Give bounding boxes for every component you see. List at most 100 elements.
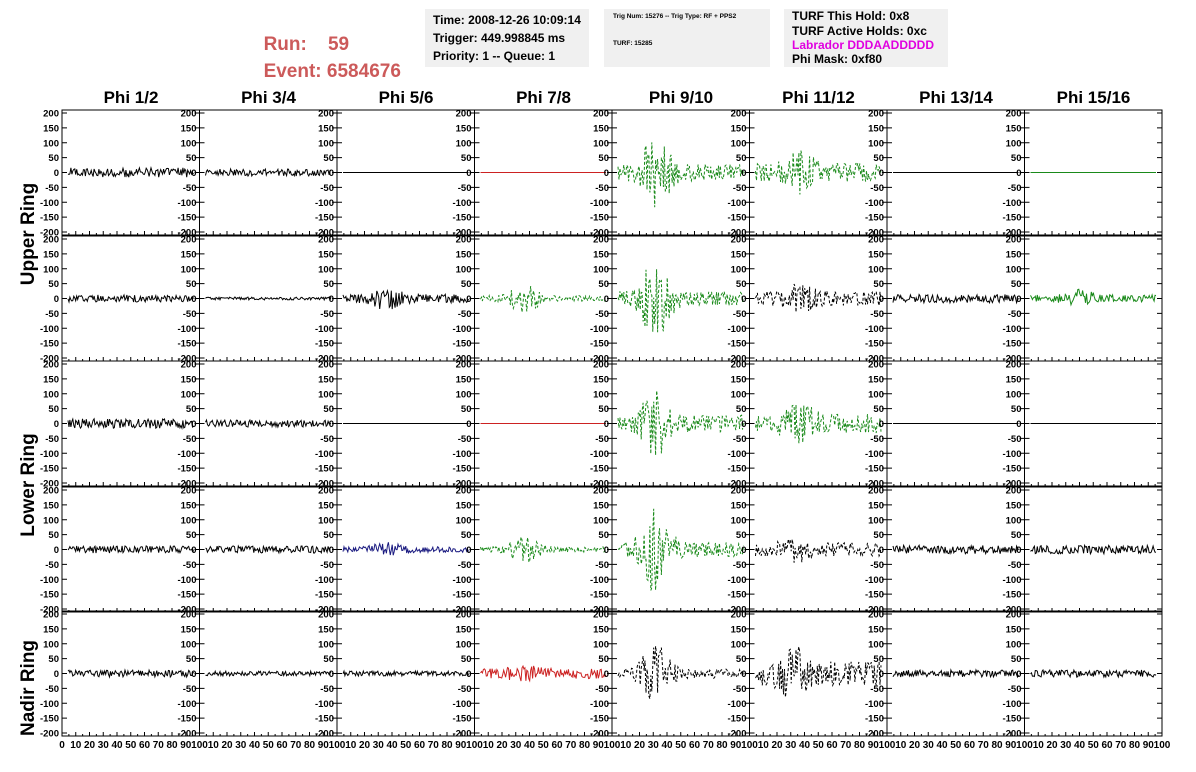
y-tick-label: 100 [318, 389, 334, 400]
waveform-trace [67, 417, 194, 430]
panel-r2-c8: -200 -150 -100 -50 0 50 100 150 200 [1002, 235, 1163, 365]
panel-r2-c5: -200 -150 -100 -50 0 50 100 150 200 [590, 235, 750, 365]
y-tick-label: -200 [315, 605, 334, 616]
y-tick-label: 200 [318, 486, 334, 497]
y-tick-label: -150 [40, 464, 59, 475]
y-tick-label: -200 [315, 228, 334, 239]
column-title-1: Phi 1/2 [103, 88, 159, 107]
y-tick-label: -150 [590, 714, 609, 725]
x-tick-label: 70 [840, 740, 852, 751]
y-tick-label: -200 [865, 228, 884, 239]
x-tick-label: 90 [455, 740, 467, 751]
column-title-5: Phi 9/10 [648, 88, 714, 107]
trigger-info-box: Trig Num: 15276 -- Trig Type: RF + PPS2 … [604, 9, 770, 67]
waveform-trace [617, 142, 744, 208]
x-tick-label: 90 [180, 740, 192, 751]
y-tick-label: -200 [727, 479, 746, 490]
y-tick-label: -200 [452, 354, 471, 365]
y-tick-label: 50 [323, 404, 334, 415]
y-tick-label: 100 [731, 264, 747, 275]
y-tick-label: 100 [43, 515, 59, 526]
y-tick-label: 50 [736, 530, 747, 541]
y-tick-label: 150 [456, 374, 472, 385]
y-tick-label: -200 [452, 605, 471, 616]
y-tick-label: 200 [1006, 486, 1022, 497]
y-tick-label: -50 [870, 560, 884, 571]
y-tick-label: 0 [329, 419, 334, 430]
y-tick-label: 150 [456, 500, 472, 511]
y-tick-label: -200 [177, 228, 196, 239]
panel-r2-c7: -200 -150 -100 -50 0 50 100 150 200 [865, 235, 1025, 365]
x-tick-label: 60 [1101, 740, 1113, 751]
waveform-trace [755, 404, 882, 444]
panel-r5-c5: -200 -150 -100 -50 0 50 100 150 200 [590, 610, 750, 740]
y-tick-label: -50 [595, 309, 609, 320]
x-tick-label: 40 [661, 740, 673, 751]
waveform-trace [480, 536, 607, 564]
y-tick-label: -150 [177, 464, 196, 475]
panel-r4-c4: -200 -150 -100 -50 0 50 100 150 200 [452, 486, 613, 616]
y-tick-label: 50 [461, 404, 472, 415]
y-tick-label: -200 [727, 228, 746, 239]
panel-r3-c4: -200 -150 -100 -50 0 50 100 150 200 [452, 360, 613, 490]
y-tick-label: 0 [329, 669, 334, 680]
y-tick-label: -200 [177, 354, 196, 365]
y-tick-label: -150 [40, 339, 59, 350]
panel-r4-c3: -200 -150 -100 -50 0 50 100 150 200 [315, 486, 475, 616]
panel-r4-c5: -200 -150 -100 -50 0 50 100 150 200 [590, 486, 750, 616]
y-tick-label: -200 [40, 354, 59, 365]
y-tick-label: -150 [865, 590, 884, 601]
y-tick-label: 0 [604, 294, 609, 305]
y-tick-label: 50 [873, 404, 884, 415]
panel-r4-c6: -200 -150 -100 -50 0 50 100 150 200 [727, 486, 888, 616]
y-tick-label: -150 [865, 339, 884, 350]
y-tick-label: 50 [186, 654, 197, 665]
y-tick-label: -200 [590, 479, 609, 490]
y-tick-label: 0 [54, 545, 59, 556]
y-tick-label: 50 [186, 153, 197, 164]
y-tick-label: -150 [40, 590, 59, 601]
y-tick-label: 0 [466, 545, 471, 556]
y-tick-label: -100 [315, 198, 334, 209]
x-tick-label: 80 [991, 740, 1003, 751]
y-tick-label: 0 [741, 294, 746, 305]
y-tick-label: 150 [593, 374, 609, 385]
y-tick-label: -150 [590, 339, 609, 350]
y-tick-label: -50 [45, 434, 59, 445]
y-tick-label: 200 [593, 360, 609, 371]
x-tick-label: 20 [359, 740, 371, 751]
y-tick-label: -50 [320, 434, 334, 445]
y-tick-label: 0 [466, 419, 471, 430]
y-tick-label: 0 [191, 545, 196, 556]
panel-r3-c2: -200 -150 -100 -50 0 50 100 150 200 [177, 360, 338, 490]
y-tick-label: 150 [868, 500, 884, 511]
y-tick-label: -50 [183, 309, 197, 320]
y-tick-label: 200 [318, 360, 334, 371]
panel-r3-c3: -200 -150 -100 -50 0 50 100 150 200 [315, 360, 475, 490]
y-tick-label: 200 [731, 109, 747, 120]
y-tick-label: -50 [458, 560, 472, 571]
y-tick-label: -100 [590, 449, 609, 460]
panel-r5-c2: -200 -150 -100 -50 0 50 100 150 200 [177, 610, 338, 740]
waveform-trace [755, 646, 882, 698]
x-tick-label: 70 [153, 740, 165, 751]
y-tick-label: 50 [48, 530, 59, 541]
column-title-8: Phi 15/16 [1056, 88, 1131, 107]
priority-text: Priority: 1 -- Queue: 1 [433, 49, 556, 63]
y-tick-label: 0 [604, 545, 609, 556]
y-tick-label: -200 [1002, 729, 1021, 740]
y-tick-label: -100 [315, 449, 334, 460]
y-tick-label: 100 [181, 264, 197, 275]
waveform-trace [617, 508, 744, 591]
x-tick-label: 30 [373, 740, 385, 751]
y-tick-label: 50 [598, 654, 609, 665]
panel-r1-c2: -200 -150 -100 -50 0 50 100 150 200 [177, 109, 338, 239]
y-tick-label: -50 [183, 183, 197, 194]
y-tick-label: -100 [177, 575, 196, 586]
x-tick-label: 80 [579, 740, 591, 751]
waveform-trace [480, 286, 607, 313]
y-tick-label: 0 [466, 669, 471, 680]
y-tick-label: 100 [456, 138, 472, 149]
y-tick-label: -150 [315, 590, 334, 601]
y-tick-label: -100 [177, 449, 196, 460]
